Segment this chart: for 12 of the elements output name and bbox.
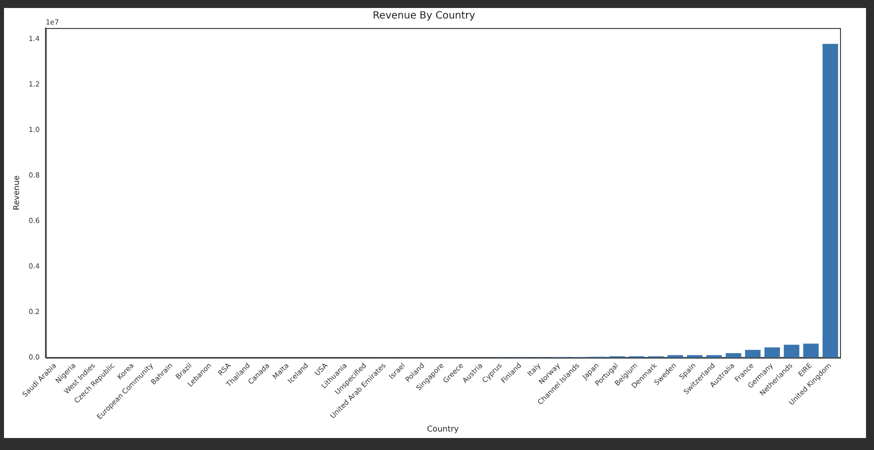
y-axis-title: Revenue [12,175,21,210]
bar [706,355,722,358]
bar [803,344,819,358]
bar [764,347,780,358]
bar [822,44,838,358]
bar [686,355,702,358]
bar [726,353,742,358]
chart-title: Revenue By Country [372,10,476,22]
bar [784,344,800,358]
bar [745,350,761,358]
bar [668,355,684,358]
x-axis-title: Country [426,424,460,434]
